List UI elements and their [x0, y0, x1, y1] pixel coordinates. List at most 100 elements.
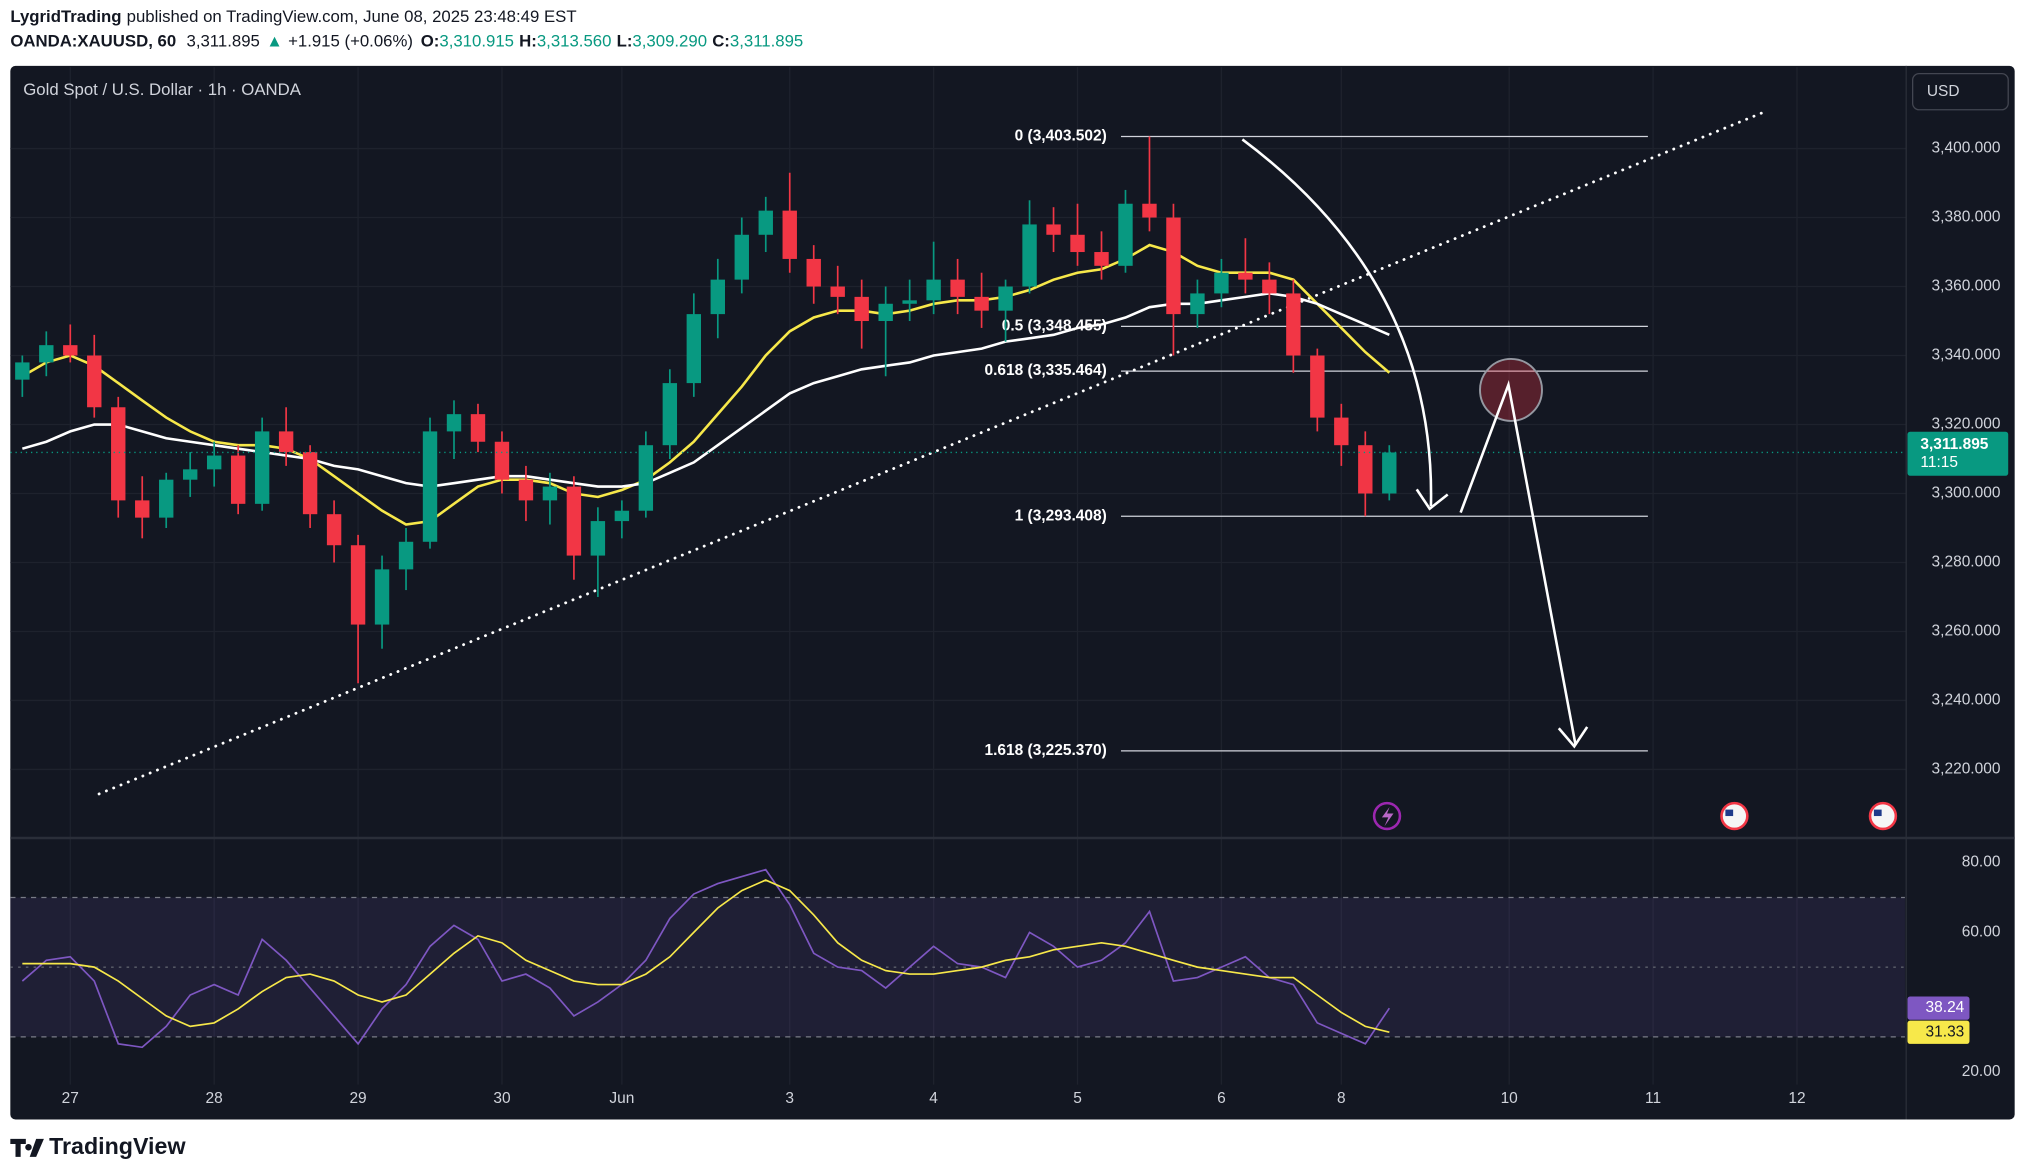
ohlc-label: O: — [421, 32, 440, 51]
rsi-background — [10, 896, 1905, 1038]
fib-label: 1.618 (3,225.370) — [985, 742, 1107, 759]
candle-body — [326, 514, 342, 546]
fibonacci: 0 (3,403.502) 0.5 (3,348.455) 0.618 (3,335… — [97, 110, 1765, 796]
price-tag — [1907, 431, 2009, 476]
candle-body — [1046, 224, 1061, 235]
candle-body — [902, 300, 917, 304]
currency: USD — [1927, 83, 1960, 100]
x-tick-label: 11 — [1645, 1090, 1661, 1107]
y-tick-label: 3,240.000 — [1932, 692, 2001, 709]
y-tick-label: 3,280.000 — [1932, 554, 2001, 571]
candle-body — [1166, 217, 1181, 315]
candle-body — [830, 286, 845, 297]
candle-body — [1022, 224, 1037, 287]
chart-panel — [10, 65, 2015, 1120]
x-tick-label: 6 — [1217, 1090, 1226, 1107]
symbol: OANDA:XAUUSD, 60 — [10, 32, 176, 51]
candle-body — [87, 355, 102, 408]
candle-body — [1334, 417, 1349, 446]
arrow — [1241, 138, 1433, 507]
candle-body — [998, 286, 1013, 311]
candle-body — [446, 414, 462, 432]
brand-logo — [10, 1138, 44, 1157]
fib-label: 0.5 (3,348.455) — [1002, 317, 1107, 334]
candle-body — [710, 279, 725, 315]
ohlc-value: 3,309.290 — [632, 32, 707, 51]
candle-body — [806, 258, 821, 287]
candle-body — [854, 296, 869, 322]
y-tick-label: 3,300.000 — [1932, 485, 2001, 502]
change-arrow: ▲ — [266, 32, 283, 51]
rsi-tick-label: 60.00 — [1962, 923, 2001, 940]
rsi-line — [21, 868, 1391, 1049]
candle-body — [1286, 293, 1301, 356]
candle-body — [1310, 355, 1325, 418]
candle-body — [1382, 452, 1397, 494]
trendline — [97, 110, 1765, 796]
x-tick-label: 4 — [929, 1090, 938, 1107]
fib-label: 0 (3,403.502) — [1015, 128, 1107, 145]
x-tick-label: 3 — [785, 1090, 794, 1107]
candle-body — [1070, 234, 1085, 253]
brand: TradingView — [49, 1133, 186, 1159]
arrow — [1459, 379, 1577, 746]
event-icon-bolt — [1381, 807, 1394, 827]
candle-body — [230, 455, 246, 504]
ohlc-value: 3,313.560 — [537, 32, 612, 51]
candle-body — [254, 431, 270, 504]
x-tick-label: 30 — [493, 1090, 510, 1107]
x-tick-label: Jun — [609, 1090, 634, 1107]
candle-body — [662, 383, 678, 446]
last-price: 3,311.895 — [187, 32, 260, 51]
chart-title: Gold Spot / U.S. Dollar · 1h · OANDA — [23, 80, 302, 99]
y-tick-label: 3,320.000 — [1932, 416, 2001, 433]
ohlc-label: L: — [617, 32, 633, 51]
candle-body — [782, 210, 797, 259]
y-tick-label: 3,380.000 — [1932, 209, 2001, 226]
moving-average — [21, 243, 1391, 526]
arrow-head — [1557, 726, 1589, 749]
candle-body — [206, 455, 222, 470]
rsi-tag — [1907, 996, 1970, 1020]
countdown: 11:15 — [1920, 454, 1958, 471]
currency-button[interactable] — [1911, 72, 2009, 111]
candle-body — [566, 486, 582, 556]
event-flag-canton — [1873, 809, 1882, 817]
published: published on TradingView.com, June 08, 2… — [127, 8, 577, 27]
x-tick-label: 12 — [1788, 1090, 1805, 1107]
candle-body — [278, 431, 294, 453]
moving-average — [21, 292, 1390, 488]
rsi-line — [22, 879, 1390, 1034]
axes: 3,220.000 3,240.000 3,260.000 3,280.000 3,30… — [62, 140, 2009, 1107]
candle-body — [350, 545, 366, 625]
candle-body — [1214, 272, 1229, 294]
candle-body — [1118, 203, 1133, 266]
event-flag-canton — [1725, 809, 1734, 817]
fib-label: 0.618 (3,335.464) — [985, 362, 1107, 379]
candle-body — [590, 521, 606, 556]
y-tick-label: 3,220.000 — [1932, 761, 2001, 778]
candle-body — [159, 479, 174, 518]
candle-body — [422, 431, 438, 542]
rsi-tick-label: 20.00 — [1962, 1063, 2001, 1080]
price-tag-label: 3,311.895 — [1920, 436, 1988, 453]
candle-body — [183, 469, 198, 480]
event-icon[interactable] — [1372, 801, 1402, 831]
arrow-head — [1415, 488, 1449, 511]
candle-body — [398, 541, 414, 570]
rsi-tick-label: 80.00 — [1962, 854, 2001, 871]
candle-body — [302, 452, 318, 515]
candle-body — [1190, 293, 1205, 315]
candle-body — [111, 407, 126, 501]
candle-body — [614, 510, 630, 522]
candle-body — [1358, 445, 1373, 494]
x-tick-label: 5 — [1073, 1090, 1082, 1107]
ohlc-value: 3,311.895 — [730, 32, 803, 51]
symbol-line: OANDA:XAUUSD, 60 3,311.895 ▲ +1.915 (+0.06%… — [10, 32, 803, 51]
candle-body — [974, 296, 989, 311]
change: +1.915 (+0.06%) — [288, 32, 413, 51]
x-tick-label: 27 — [62, 1090, 79, 1107]
y-tick-label: 3,340.000 — [1932, 347, 2001, 364]
